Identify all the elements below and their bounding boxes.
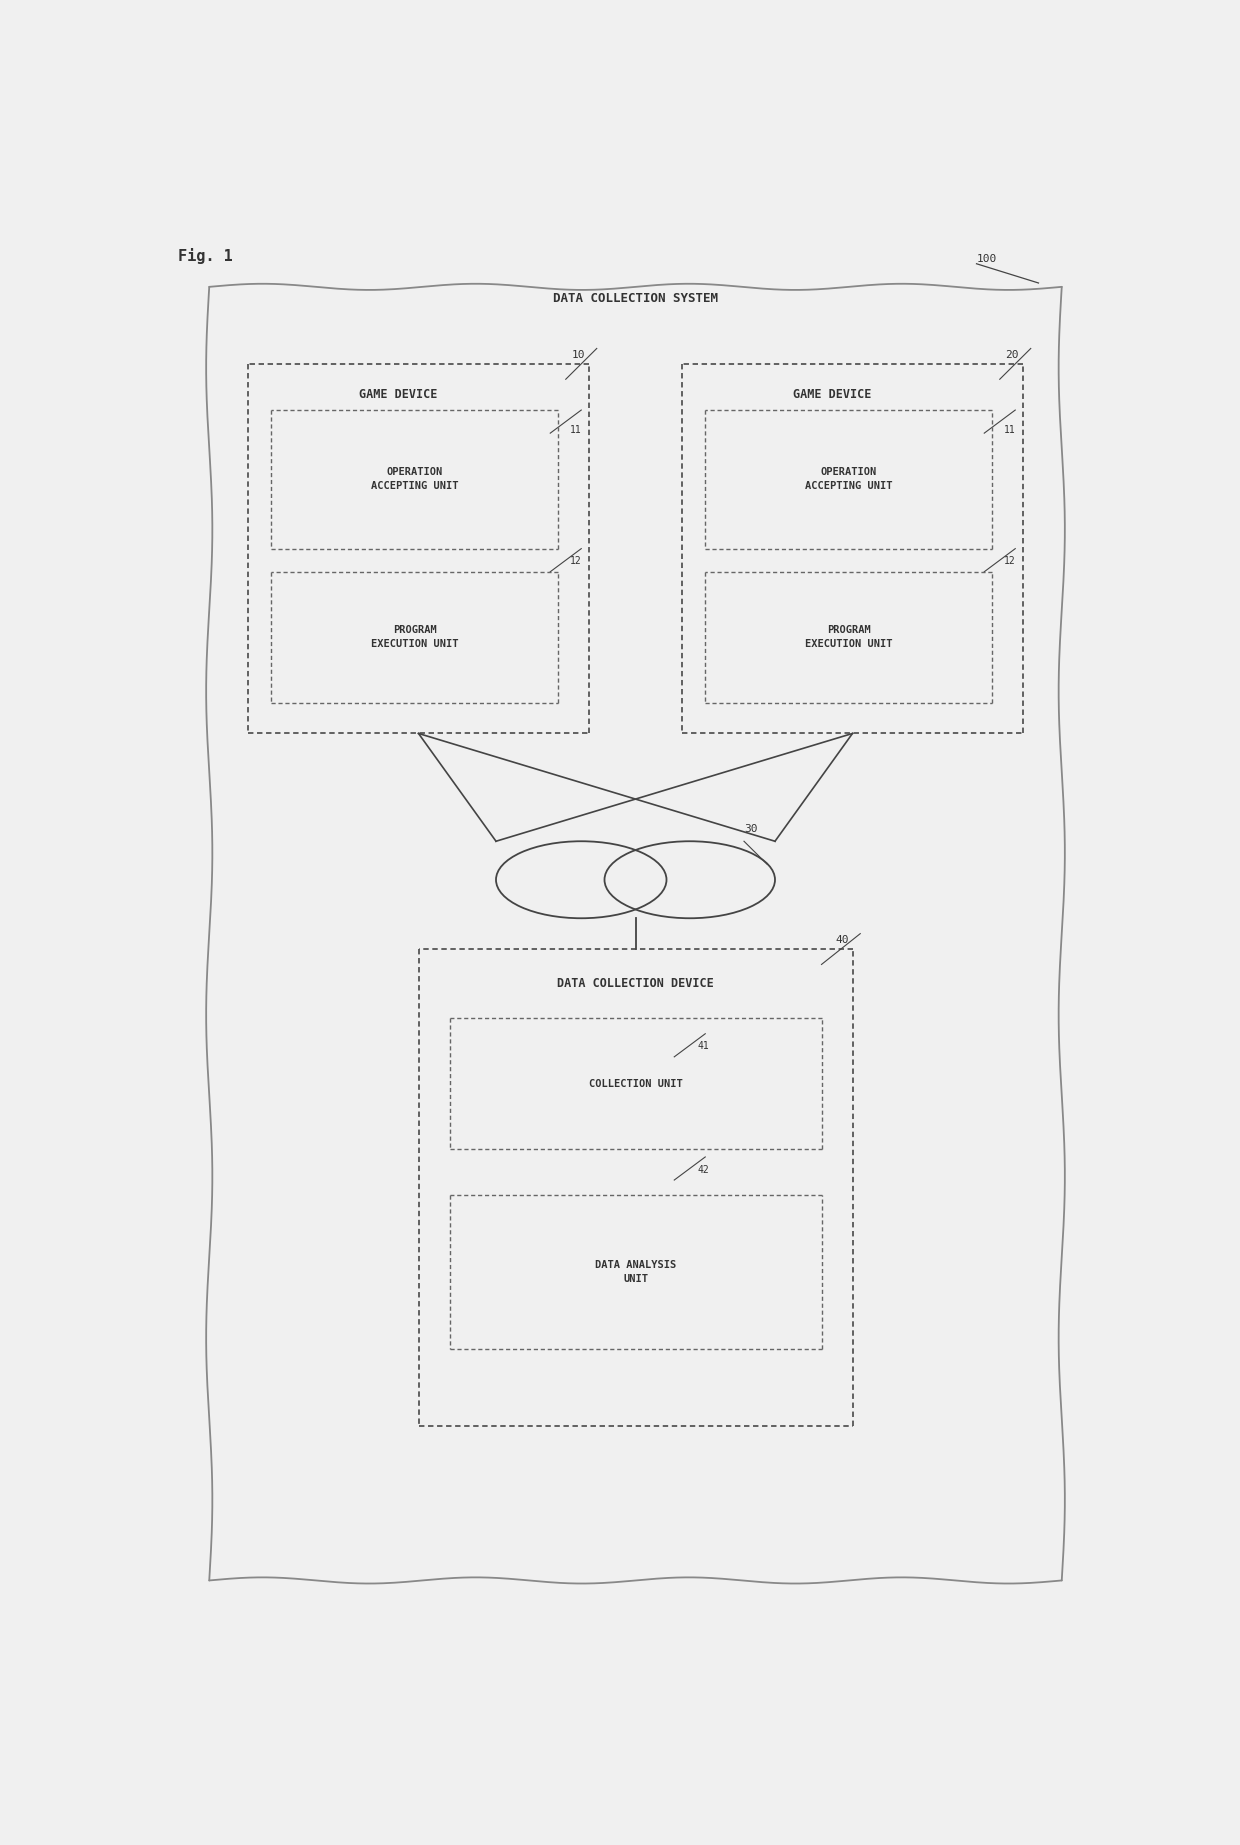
Text: 12: 12	[1003, 557, 1016, 566]
Text: 40: 40	[835, 935, 848, 945]
Text: 42: 42	[697, 1164, 709, 1175]
Text: OPERATION
ACCEPTING UNIT: OPERATION ACCEPTING UNIT	[371, 467, 459, 491]
Text: 11: 11	[1003, 426, 1016, 435]
Text: 30: 30	[744, 823, 758, 834]
Text: 12: 12	[569, 557, 582, 566]
Text: COLLECTION UNIT: COLLECTION UNIT	[589, 1079, 682, 1089]
Text: GAME DEVICE: GAME DEVICE	[358, 387, 438, 400]
Text: PROGRAM
EXECUTION UNIT: PROGRAM EXECUTION UNIT	[805, 625, 893, 649]
Text: GAME DEVICE: GAME DEVICE	[792, 387, 872, 400]
Text: OPERATION
ACCEPTING UNIT: OPERATION ACCEPTING UNIT	[805, 467, 893, 491]
Text: DATA ANALYSIS
UNIT: DATA ANALYSIS UNIT	[595, 1260, 676, 1284]
Text: 100: 100	[977, 255, 997, 264]
Text: 41: 41	[697, 1041, 709, 1052]
Text: 11: 11	[569, 426, 582, 435]
Text: DATA COLLECTION SYSTEM: DATA COLLECTION SYSTEM	[553, 292, 718, 304]
Text: Fig. 1: Fig. 1	[179, 249, 233, 264]
Text: DATA COLLECTION DEVICE: DATA COLLECTION DEVICE	[557, 978, 714, 991]
Text: 10: 10	[572, 351, 585, 360]
Text: 20: 20	[1006, 351, 1019, 360]
Text: PROGRAM
EXECUTION UNIT: PROGRAM EXECUTION UNIT	[371, 625, 459, 649]
